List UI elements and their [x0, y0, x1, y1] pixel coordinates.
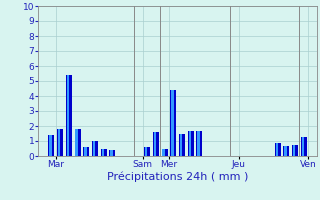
- Bar: [58, 129, 60, 156]
- Bar: [196, 130, 202, 156]
- Bar: [83, 147, 89, 156]
- Bar: [57, 129, 63, 156]
- Bar: [153, 132, 159, 156]
- Bar: [93, 141, 95, 156]
- Bar: [163, 148, 165, 156]
- Bar: [276, 142, 278, 156]
- Bar: [180, 134, 182, 156]
- Bar: [76, 129, 78, 156]
- Bar: [48, 135, 54, 156]
- Bar: [302, 137, 304, 156]
- Bar: [101, 148, 104, 156]
- Bar: [197, 130, 200, 156]
- Bar: [275, 142, 281, 156]
- Bar: [75, 129, 81, 156]
- Bar: [293, 145, 295, 156]
- Bar: [301, 137, 307, 156]
- Bar: [92, 141, 98, 156]
- Bar: [179, 134, 185, 156]
- Bar: [284, 146, 287, 156]
- Bar: [154, 132, 156, 156]
- Bar: [283, 146, 289, 156]
- Bar: [170, 90, 176, 156]
- Bar: [66, 75, 72, 156]
- Bar: [100, 148, 107, 156]
- Bar: [188, 130, 191, 156]
- Bar: [292, 145, 298, 156]
- Bar: [67, 75, 69, 156]
- Bar: [171, 90, 173, 156]
- Bar: [110, 150, 113, 156]
- Bar: [145, 147, 148, 156]
- Bar: [162, 148, 168, 156]
- Bar: [84, 147, 86, 156]
- Bar: [49, 135, 52, 156]
- Bar: [109, 150, 116, 156]
- X-axis label: Précipitations 24h ( mm ): Précipitations 24h ( mm ): [107, 172, 248, 182]
- Bar: [188, 130, 194, 156]
- Bar: [144, 147, 150, 156]
